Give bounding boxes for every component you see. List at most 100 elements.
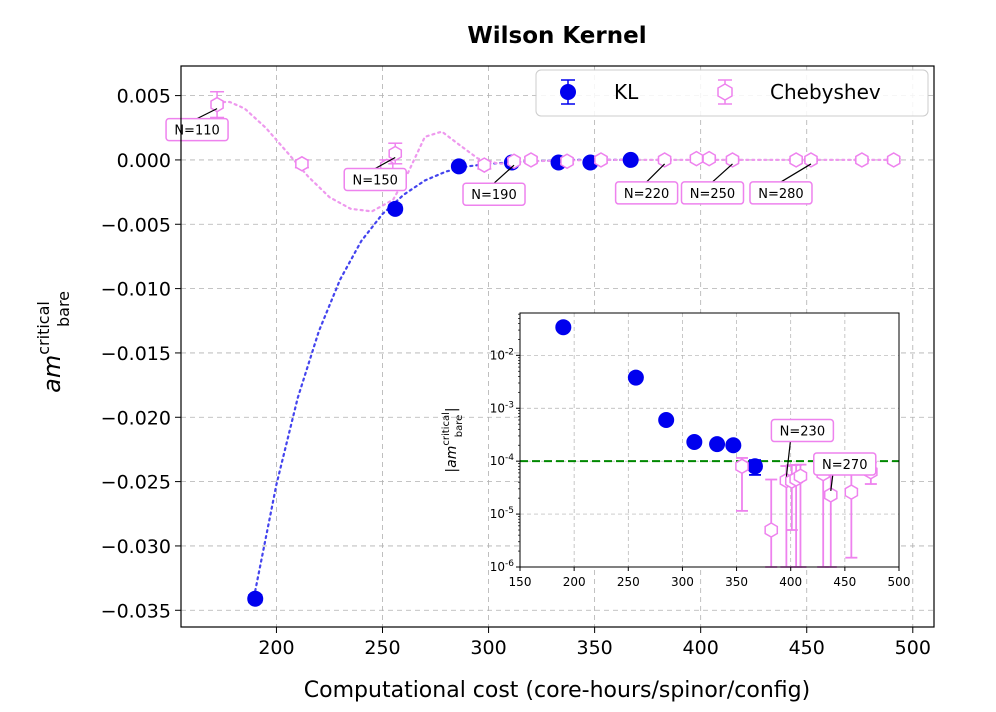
- main-x-tick-label: 300: [470, 637, 506, 659]
- inset-annotation-label: N=230: [780, 425, 825, 440]
- main-x-tick-label: 350: [576, 637, 612, 659]
- annotation-label: N=110: [174, 124, 219, 139]
- legend-chebyshev-label: Chebyshev: [770, 80, 881, 104]
- inset-chebyshev-point: [844, 484, 859, 500]
- main-y-tick-label: 0.000: [117, 150, 171, 172]
- main-x-tick-label: 200: [258, 637, 294, 659]
- inset-kl-point: [746, 458, 763, 475]
- svg-text:|amcritical|: |amcritical|: [441, 407, 460, 472]
- inset-annotation-box: [770, 418, 835, 443]
- inset-y-label-text: |am: [444, 446, 460, 473]
- inset-annotations: N=230 N=270: [770, 418, 877, 492]
- inset-data-points: [555, 319, 878, 568]
- svg-text:bare: bare: [54, 291, 73, 327]
- annotation-box: [614, 181, 679, 205]
- main-x-tick-label: 250: [364, 637, 400, 659]
- inset-x-tick-label: 350: [725, 575, 748, 589]
- annotation-leader: [646, 163, 666, 183]
- inset-chebyshev-point: [735, 458, 749, 475]
- main-y-tick-label: −0.015: [101, 343, 171, 365]
- annotation-leader: [196, 108, 218, 120]
- kl-point: [387, 200, 404, 217]
- main-y-tick-label: −0.005: [101, 214, 171, 236]
- kl-point: [247, 590, 264, 607]
- inset-plot-frame: [519, 312, 900, 568]
- inset-kl-point: [555, 319, 572, 336]
- inset-y-tick-label: 10-3: [490, 400, 514, 415]
- inset-y-label-sup: critical: [441, 412, 452, 446]
- annotation-leader: [712, 163, 733, 183]
- chebyshev-point: [295, 155, 309, 172]
- annotation-leader: [374, 156, 396, 170]
- inset-chebyshev-point: [793, 468, 808, 485]
- main-x-tick-label: 500: [895, 637, 931, 659]
- inset-x-tick-label: 250: [617, 575, 640, 589]
- main-y-tick-label: −0.025: [101, 472, 171, 494]
- inset-annotation-box: [813, 452, 877, 476]
- kl-trend-curve: [254, 158, 639, 593]
- inset-y-tick-label: 10-2: [490, 347, 514, 362]
- annotation-leader: [493, 164, 515, 184]
- main-y-tick-label: −0.020: [101, 407, 171, 429]
- chebyshev-point: [657, 152, 672, 168]
- x-axis-label: Computational cost (core-hours/spinor/co…: [304, 678, 810, 703]
- legend-kl-marker: [560, 79, 576, 105]
- inset-x-tick-label: 450: [833, 575, 856, 589]
- inset-kl-point: [686, 434, 703, 451]
- y-axis-label-sup: critical: [34, 301, 53, 355]
- chebyshev-point: [886, 152, 901, 168]
- annotation-label: N=150: [353, 173, 398, 188]
- inset-annotation-label: N=270: [822, 458, 867, 473]
- svg-text:amcritical: amcritical: [34, 301, 66, 393]
- inset-x-tick-label: 150: [509, 575, 532, 589]
- annotation-label: N=280: [758, 187, 803, 202]
- inset-y-tick-label: 10-5: [490, 506, 514, 521]
- legend-kl-label: KL: [614, 80, 639, 104]
- chebyshev-point: [388, 145, 403, 162]
- chebyshev-point: [524, 152, 538, 168]
- inset-chebyshev-point: [764, 522, 779, 538]
- inset-y-tick-label: 10-4: [490, 453, 515, 468]
- legend-chebyshev-marker: [717, 79, 733, 105]
- annotation-box: [680, 181, 745, 205]
- chebyshev-point: [594, 152, 608, 168]
- main-y-tick-label: −0.035: [101, 600, 171, 622]
- main-annotations: N=110 N=150 N=190 N=220 N=250 N=280: [165, 108, 813, 206]
- kl-point: [450, 158, 467, 175]
- inset-x-tick-label: 300: [671, 575, 694, 589]
- chebyshev-point: [789, 152, 803, 168]
- inset-x-tick-label: 200: [563, 575, 586, 589]
- chebyshev-point: [210, 96, 224, 113]
- inset-annotation-leader: [830, 474, 834, 492]
- annotation-label: N=250: [690, 187, 735, 202]
- y-axis-label-main: am: [38, 355, 66, 393]
- main-y-tick-label: 0.005: [117, 86, 171, 108]
- annotation-label: N=220: [624, 187, 669, 202]
- chebyshev-point: [507, 153, 521, 170]
- chebyshev-point: [477, 157, 492, 173]
- inset-annotation-leader: [785, 441, 791, 477]
- chart-title: Wilson Kernel: [467, 23, 646, 49]
- annotation-label: N=190: [471, 188, 516, 203]
- inset-ticks: 150 200 250 300 350 400 450 500 10-2 10-3 10-4 10-5…: [490, 313, 911, 589]
- chebyshev-point: [560, 153, 574, 170]
- annotation-leader: [780, 163, 812, 183]
- main-data-points: [210, 90, 901, 607]
- main-plot-frame: [180, 65, 935, 628]
- inset-kl-point: [658, 411, 675, 428]
- inset-kl-point: [709, 436, 726, 453]
- annotation-box: [749, 181, 813, 205]
- chebyshev-point: [725, 152, 740, 168]
- inset-background: [520, 313, 899, 567]
- inset-y-axis-label: |amcritical| bare: [441, 407, 465, 472]
- inset-kl-point: [627, 369, 644, 386]
- main-y-tick-label: −0.010: [101, 279, 171, 301]
- inset-y-tick-label: 10-6: [490, 559, 515, 574]
- chebyshev-point: [855, 152, 869, 168]
- main-y-tick-label: −0.030: [101, 536, 171, 558]
- inset-x-tick-label: 500: [888, 575, 911, 589]
- svg-text:bare: bare: [454, 415, 465, 438]
- annotation-box: [462, 182, 526, 206]
- legend: KL Chebyshev: [535, 69, 929, 117]
